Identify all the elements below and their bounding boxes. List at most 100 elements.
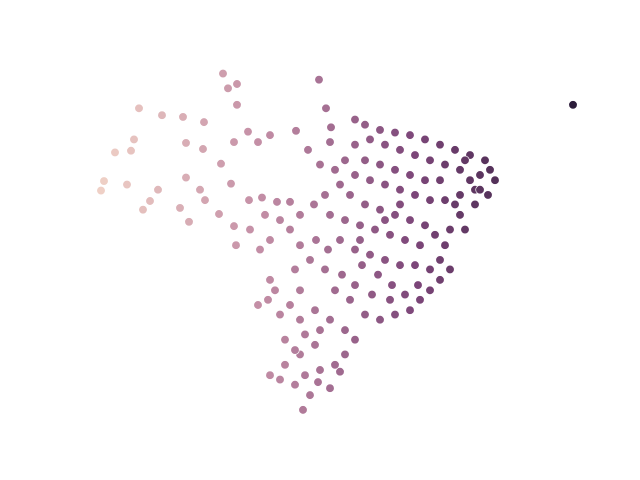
scatter-point	[253, 300, 263, 310]
scatter-point	[330, 285, 340, 295]
scatter-point	[275, 374, 285, 385]
scatter-point	[380, 255, 390, 265]
scatter-point	[483, 190, 493, 200]
scatter-point	[290, 264, 300, 275]
scatter-point	[365, 175, 375, 185]
scatter-point	[295, 285, 305, 295]
scatter-point	[126, 146, 136, 156]
scatter-point	[405, 215, 415, 225]
scatter-point	[435, 140, 445, 150]
scatter-point	[96, 185, 106, 196]
scatter-point	[390, 127, 400, 138]
scatter-point	[455, 165, 465, 175]
scatter-point	[300, 370, 310, 380]
scatter-point	[175, 203, 185, 213]
scatter-point	[345, 190, 355, 200]
scatter-point	[425, 264, 435, 275]
scatter-point	[323, 244, 333, 255]
scatter-point	[99, 176, 109, 186]
scatter-point	[232, 100, 242, 110]
scatter-point	[298, 405, 308, 415]
scatter-point	[198, 144, 208, 154]
scatter-point	[265, 130, 275, 140]
scatter-point	[350, 244, 360, 255]
scatter-point	[110, 147, 120, 158]
scatter-point	[360, 120, 370, 130]
scatter-point	[153, 185, 163, 195]
scatter-point	[385, 295, 395, 305]
scatter-point	[350, 280, 360, 290]
scatter-point	[490, 175, 500, 185]
scatter-point	[214, 209, 224, 219]
scatter-point	[229, 221, 239, 231]
scatter-point	[355, 235, 365, 245]
scatter-point	[475, 185, 485, 195]
scatter-point	[265, 370, 275, 380]
scatter-point	[315, 159, 325, 170]
scatter-point	[275, 215, 285, 225]
scatter-point	[122, 179, 132, 190]
scatter-point	[475, 170, 485, 180]
scatter-point	[223, 83, 233, 93]
scatter-point	[367, 289, 377, 300]
scatter-point	[315, 325, 325, 335]
scatter-point	[455, 210, 465, 220]
scatter-point	[309, 199, 319, 210]
scatter-point	[303, 145, 313, 155]
scatter-point	[455, 190, 465, 200]
scatter-point	[255, 244, 265, 255]
scatter-point	[410, 190, 420, 200]
scatter-point	[285, 197, 295, 207]
scatter-point	[360, 309, 370, 320]
scatter-point	[157, 110, 167, 120]
scatter-point	[440, 240, 450, 250]
scatter-point	[360, 199, 370, 210]
scatter-point	[425, 155, 435, 165]
scatter-point	[181, 138, 191, 148]
scatter-point	[380, 140, 390, 150]
scatter-point	[445, 264, 455, 275]
scatter-point	[410, 260, 420, 270]
scatter-point	[400, 235, 410, 245]
scatter-point	[445, 224, 455, 235]
scatter-point	[270, 285, 280, 295]
scatter-point	[390, 210, 400, 220]
scatter-point	[430, 230, 440, 240]
scatter-point	[360, 155, 370, 165]
scatter-point	[321, 103, 331, 113]
scatter-point	[435, 275, 445, 285]
scatter-point	[395, 199, 405, 210]
scatter-point	[275, 309, 285, 320]
scatter-point	[295, 210, 305, 220]
scatter-point	[218, 68, 228, 79]
scatter-point	[385, 230, 395, 240]
scatter-point	[330, 165, 340, 175]
scatter-point	[134, 103, 144, 113]
scatter-point	[425, 285, 435, 295]
scatter-point	[420, 220, 430, 230]
scatter-point	[415, 295, 425, 305]
scatter-point	[350, 140, 360, 150]
scatter-point	[460, 224, 470, 235]
scatter-point	[311, 235, 321, 245]
scatter-point	[245, 224, 255, 235]
scatter-point	[395, 185, 405, 195]
scatter-point	[232, 79, 242, 89]
scatter-point	[440, 159, 450, 170]
scatter-point	[280, 335, 290, 345]
scatter-point	[184, 217, 194, 227]
scatter-point	[405, 305, 415, 315]
scatter-point	[257, 192, 267, 203]
scatter-point	[380, 179, 390, 190]
scatter-point	[420, 175, 430, 185]
scatter-point	[350, 335, 360, 345]
scatter-point	[320, 190, 330, 200]
scatter-point	[405, 130, 415, 140]
scatter-point	[145, 196, 155, 206]
scatter-point	[181, 172, 191, 183]
scatter-point	[395, 145, 405, 155]
scatter-point	[350, 170, 360, 180]
scatter-point	[365, 250, 375, 260]
